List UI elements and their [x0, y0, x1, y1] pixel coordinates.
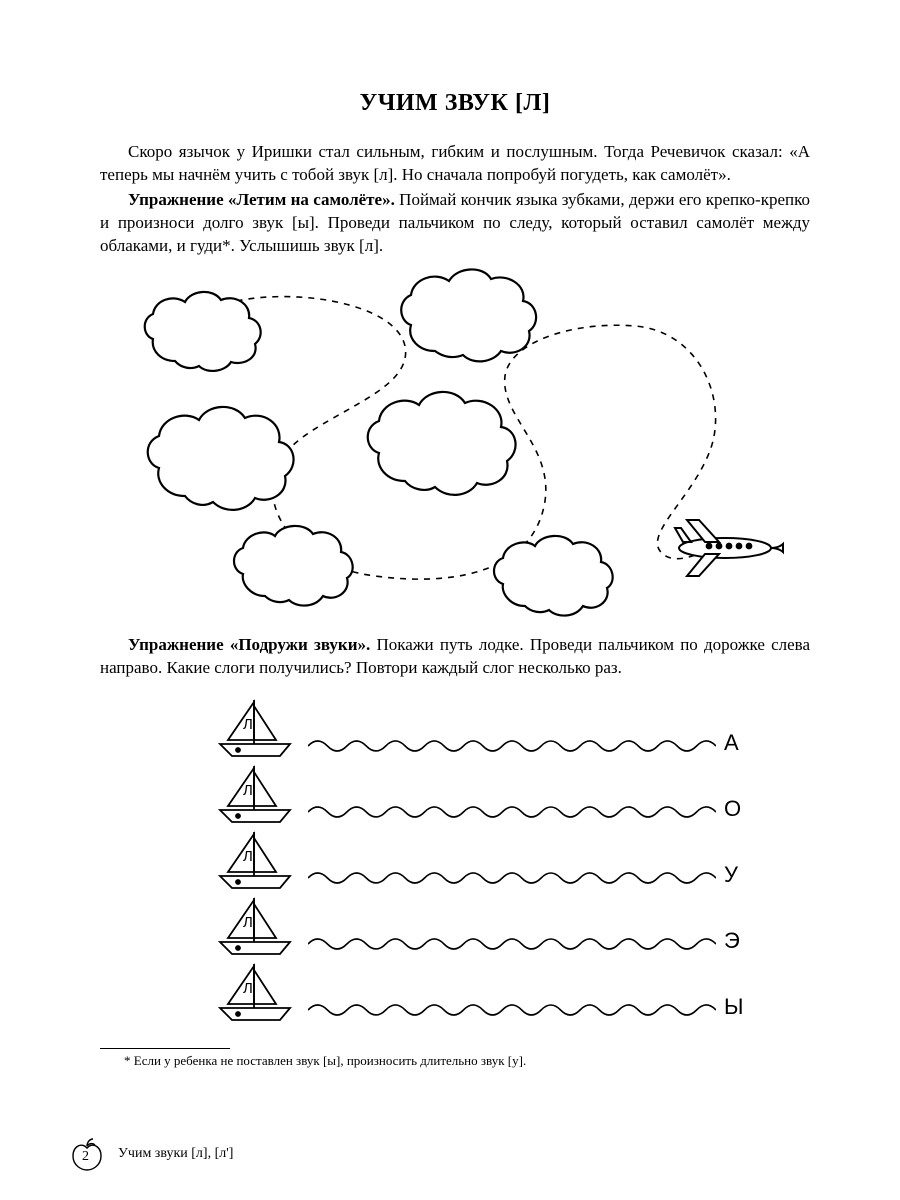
end-letter: А	[724, 730, 750, 756]
footnote-rule	[100, 1048, 230, 1049]
sail-letter: Л	[243, 716, 253, 733]
footnote: * Если у ребенка не поставлен звук [ы], …	[100, 1053, 810, 1069]
sailboat-icon: Л	[210, 894, 300, 958]
page-title: УЧИМ ЗВУК [Л]	[100, 90, 810, 117]
sail-letter: Л	[243, 782, 253, 799]
sailboat-icon: Л	[210, 762, 300, 826]
wave-line	[308, 866, 716, 886]
footer-text: Учим звуки [л], [л']	[118, 1146, 233, 1162]
cloud-icon	[148, 407, 294, 510]
sailboat-icon: Л	[210, 960, 300, 1024]
page-number: 2	[82, 1149, 89, 1165]
wave-line	[308, 932, 716, 952]
cloud-icon	[494, 536, 613, 616]
exercise-2-paragraph: Упражнение «Подружи звуки». Покажи путь …	[100, 634, 810, 680]
end-letter: У	[724, 862, 750, 888]
end-letter: О	[724, 796, 750, 822]
boat-row: Л О	[210, 760, 750, 826]
cloud-icon	[401, 269, 536, 361]
cloud-icon	[234, 526, 353, 606]
sailboat-icon: Л	[210, 696, 300, 760]
exercise-2-title: Упражнение «Подружи звуки».	[128, 635, 370, 654]
intro-paragraph: Скоро язычок у Иришки стал сильным, гибк…	[100, 141, 810, 187]
clouds-airplane-figure	[100, 266, 810, 626]
wave-line	[308, 998, 716, 1018]
sail-letter: Л	[243, 980, 253, 997]
exercise-1-paragraph: Упражнение «Летим на самолёте». Поймай к…	[100, 189, 810, 258]
wave-line	[308, 800, 716, 820]
cloud-icon	[368, 392, 516, 495]
boat-row: Л Э	[210, 892, 750, 958]
page-footer: 2 Учим звуки [л], [л']	[70, 1136, 233, 1172]
boat-row: Л У	[210, 826, 750, 892]
sailboat-icon: Л	[210, 828, 300, 892]
exercise-1-title: Упражнение «Летим на самолёте».	[128, 190, 395, 209]
end-letter: Ы	[724, 994, 750, 1020]
end-letter: Э	[724, 928, 750, 954]
sail-letter: Л	[243, 914, 253, 931]
cloud-icon	[145, 292, 261, 371]
sail-letter: Л	[243, 848, 253, 865]
boat-row: Л А	[210, 694, 750, 760]
boats-section: Л А Л О Л	[100, 694, 810, 1024]
airplane-icon	[675, 520, 783, 576]
boat-row: Л Ы	[210, 958, 750, 1024]
wave-line	[308, 734, 716, 754]
clouds-group	[145, 269, 613, 615]
